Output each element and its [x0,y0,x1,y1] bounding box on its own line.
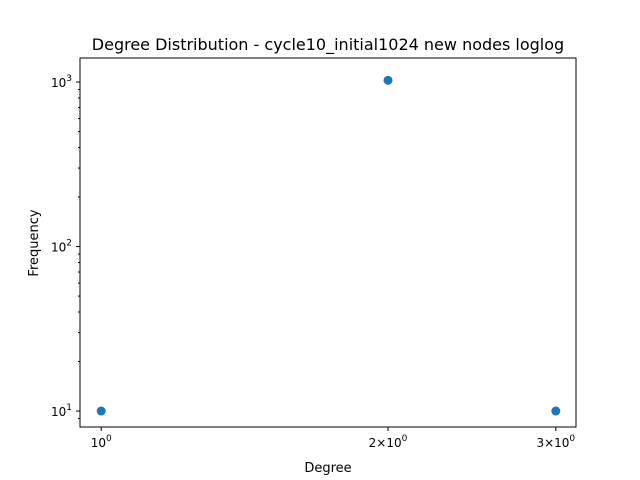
y-axis-label: Frequency [27,209,42,276]
x-tick-label: 3×100 [536,434,575,450]
data-point [551,406,561,416]
y-tick-label: 102 [51,239,72,255]
data-point [96,406,106,416]
x-axis-ticks: 100 2×100 3×100 [91,427,575,450]
scatter-points [96,75,561,416]
plot-area [79,57,577,428]
data-point [383,75,393,85]
x-tick-label: 100 [91,434,112,450]
y-axis-ticks: 101 102 103 [51,74,80,420]
x-tick-label: 2×100 [369,434,408,450]
y-tick-label: 103 [51,74,72,90]
x-axis-label: Degree [304,461,351,476]
y-tick-label: 101 [51,403,72,419]
chart-title: Degree Distribution - cycle10_initial102… [92,35,564,55]
